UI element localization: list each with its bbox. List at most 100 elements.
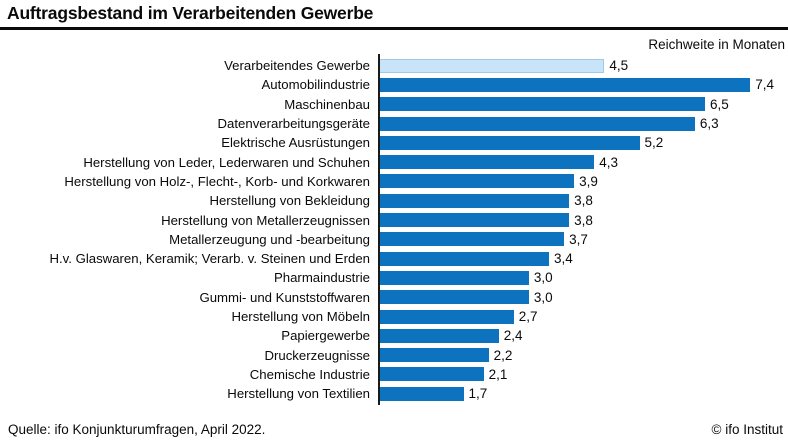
- value-label: 3,8: [574, 212, 593, 228]
- bar: [378, 155, 595, 170]
- category-label: Herstellung von Holz-, Flecht-, Korb- un…: [64, 173, 370, 189]
- bar: [378, 290, 529, 305]
- bar-row: Herstellung von Möbeln 2,7: [8, 307, 786, 326]
- bar-chart: Verarbeitendes Gewerbe 4,5 Automobilindust…: [8, 54, 786, 406]
- bar-track: 2,4: [378, 326, 786, 345]
- bar: [378, 309, 514, 324]
- bar-track: 4,5: [378, 56, 786, 75]
- chart-title: Auftragsbestand im Verarbeitenden Gewerb…: [7, 3, 374, 23]
- bar-row: Pharmaindustrie 3,0: [8, 268, 786, 287]
- value-label: 3,9: [579, 173, 598, 189]
- value-label: 3,4: [554, 251, 573, 267]
- category-label: Gummi- und Kunststoffwaren: [199, 289, 370, 305]
- bar-row: Elektrische Ausrüstungen 5,2: [8, 133, 786, 152]
- bar-track: 3,8: [378, 210, 786, 229]
- bar-track: 3,4: [378, 249, 786, 268]
- footer: Quelle: ifo Konjunkturumfragen, April 20…: [8, 422, 783, 437]
- category-label: Herstellung von Möbeln: [231, 309, 370, 324]
- bar: [378, 213, 570, 228]
- bar: [378, 386, 464, 401]
- bar-track: 3,7: [378, 230, 786, 249]
- bar-track: 3,8: [378, 191, 786, 210]
- category-label: Pharmaindustrie: [273, 270, 370, 286]
- category-label: Herstellung von Bekleidung: [209, 193, 370, 209]
- category-label: Verarbeitendes Gewerbe: [224, 58, 370, 74]
- bar-track: 6,3: [378, 114, 786, 133]
- bar-row: H.v. Glaswaren, Keramik; Verarb. v. Stei…: [8, 249, 786, 268]
- bar: [378, 232, 565, 247]
- bar: [378, 270, 529, 285]
- category-label: Elektrische Ausrüstungen: [221, 135, 370, 151]
- category-label: H.v. Glaswaren, Keramik; Verarb. v. Stei…: [49, 251, 370, 267]
- bar-track: 3,0: [378, 268, 786, 287]
- category-label: Metallerzeugung und -bearbeitung: [169, 231, 370, 247]
- value-label: 3,0: [533, 270, 553, 286]
- bar-row: Herstellung von Holz-, Flecht-, Korb- un…: [8, 172, 786, 191]
- value-label: 3,7: [569, 231, 588, 247]
- bar-row: Automobilindustrie 7,4: [8, 75, 786, 94]
- bar-row: Metallerzeugung und -bearbeitung 3,7: [8, 230, 786, 249]
- category-label: Papiergewerbe: [281, 328, 370, 344]
- bar-row: Chemische Industrie 2,1: [8, 365, 786, 384]
- value-label: 3,8: [574, 193, 593, 209]
- value-label: 5,2: [644, 135, 664, 151]
- y-axis-line: [378, 54, 380, 406]
- bar-track: 4,3: [378, 152, 786, 171]
- bar-row: Datenverarbeitungsgeräte 6,3: [8, 114, 786, 133]
- category-label: Herstellung von Metallerzeugnissen: [161, 212, 370, 228]
- bar-track: 3,0: [378, 288, 786, 307]
- bar: [378, 77, 751, 92]
- bar: [378, 251, 550, 266]
- category-label: Chemische Industrie: [249, 366, 370, 382]
- bar-row: Maschinenbau 6,5: [8, 95, 786, 114]
- bar: [378, 174, 575, 189]
- category-label: Druckerzeugnisse: [264, 347, 370, 363]
- bar-row: Gummi- und Kunststoffwaren 3,0: [8, 288, 786, 307]
- category-label: Herstellung von Textilien: [227, 386, 370, 402]
- bar: [378, 367, 484, 382]
- bar-row: Herstellung von Textilien 1,7: [8, 384, 786, 403]
- value-label: 1,7: [468, 386, 488, 402]
- category-label: Maschinenbau: [284, 96, 370, 112]
- bar-track: 6,5: [378, 95, 786, 114]
- bar-track: 2,1: [378, 365, 786, 384]
- bar: [378, 135, 640, 150]
- value-label: 3,0: [533, 289, 553, 305]
- bar-row: Herstellung von Bekleidung 3,8: [8, 191, 786, 210]
- bar: [378, 348, 489, 363]
- bar: [378, 116, 695, 131]
- bar-row: Herstellung von Metallerzeugnissen 3,8: [8, 210, 786, 229]
- axis-caption: Reichweite in Monaten: [648, 37, 785, 52]
- bar-row: Druckerzeugnisse 2,2: [8, 345, 786, 364]
- value-label: 6,5: [709, 96, 729, 112]
- bar-row: Herstellung von Leder, Lederwaren und Sc…: [8, 152, 786, 171]
- value-label: 7,4: [755, 77, 774, 93]
- bar-track: 7,4: [378, 75, 786, 94]
- bar-track: 5,2: [378, 133, 786, 152]
- bar-track: 2,2: [378, 345, 786, 364]
- value-label: 2,4: [503, 328, 523, 344]
- value-label: 6,3: [699, 116, 719, 132]
- value-label: 2,2: [493, 347, 513, 363]
- category-label: Datenverarbeitungsgeräte: [217, 116, 371, 132]
- copyright-note: © ifo Institut: [711, 422, 783, 437]
- bar-row: Papiergewerbe 2,4: [8, 326, 786, 345]
- bar: [378, 193, 570, 208]
- bar-track: 3,9: [378, 172, 786, 191]
- bar-track: 2,7: [378, 307, 786, 326]
- bar-track: 1,7: [378, 384, 786, 403]
- value-label: 2,7: [518, 309, 538, 324]
- bar: [378, 328, 499, 343]
- highlighted-bar: [378, 58, 605, 73]
- category-label: Automobilindustrie: [261, 77, 371, 93]
- category-label: Herstellung von Leder, Lederwaren und Sc…: [83, 154, 370, 170]
- chart-rows: Verarbeitendes Gewerbe 4,5 Automobilindust…: [8, 56, 786, 403]
- source-note: Quelle: ifo Konjunkturumfragen, April 20…: [8, 422, 266, 437]
- bar: [378, 97, 705, 112]
- value-label: 4,3: [599, 154, 619, 170]
- value-label: 4,5: [609, 58, 629, 74]
- title-divider: [0, 27, 788, 30]
- bar-row: Verarbeitendes Gewerbe 4,5: [8, 56, 786, 75]
- value-label: 2,1: [488, 366, 508, 382]
